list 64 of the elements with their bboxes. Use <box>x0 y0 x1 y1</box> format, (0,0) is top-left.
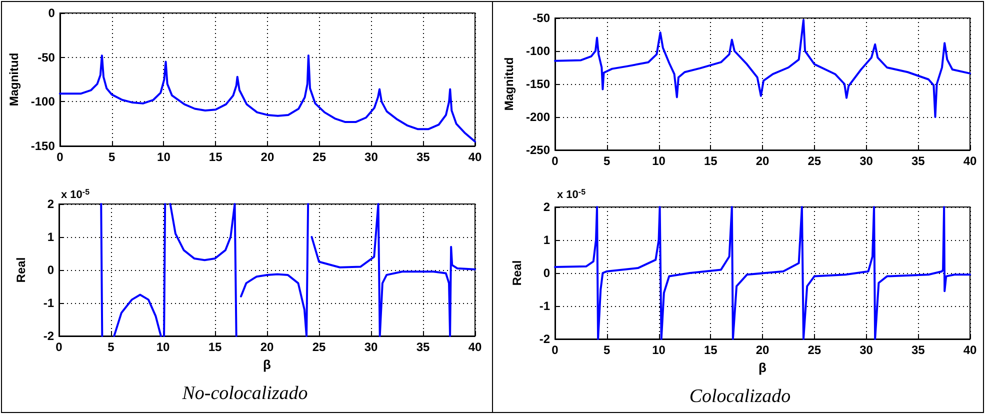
x-tick-label: 35 <box>911 154 926 168</box>
x-tick-label: 5 <box>108 340 115 354</box>
y-tick-label: -150 <box>30 139 56 153</box>
x-tick-label: 10 <box>652 154 666 168</box>
y-tick-label: 0 <box>48 6 56 20</box>
x-tick-label: 30 <box>364 340 378 354</box>
x-tick-label: 15 <box>208 150 223 164</box>
x-tick-label: 30 <box>860 154 874 168</box>
x-tick-label: 15 <box>208 340 222 354</box>
x-tick-label: 25 <box>808 154 822 168</box>
x-tick-label: 20 <box>260 340 274 354</box>
y-tick-label: -50 <box>38 50 56 64</box>
x-tick-label: 0 <box>552 154 559 168</box>
text: No-colocalizado <box>181 383 308 404</box>
y-axis-title: Real <box>14 257 28 283</box>
x-tick-label: 35 <box>416 150 430 164</box>
x-tick-label: 10 <box>156 340 170 354</box>
x-tick-label: 5 <box>604 343 611 357</box>
x-tick-label: 15 <box>704 154 718 168</box>
y-tick-label: 1 <box>47 230 54 244</box>
x-tick-label: 10 <box>157 150 171 164</box>
y-tick-label: -200 <box>526 110 550 124</box>
x-tick-label: 5 <box>604 154 611 168</box>
x-axis-title: β <box>263 357 272 372</box>
x-tick-label: 0 <box>56 150 64 164</box>
x-tick-label: 5 <box>108 150 116 164</box>
x-tick-label: 30 <box>364 150 378 164</box>
y-tick-label: -2 <box>43 329 54 343</box>
x-tick-label: 20 <box>756 343 770 357</box>
x-tick-label: 25 <box>808 343 822 357</box>
x-tick-label: 30 <box>860 343 874 357</box>
line-series <box>58 54 476 143</box>
y-tick-label: -1 <box>43 296 54 310</box>
x-tick-label: 0 <box>552 343 559 357</box>
x-tick-label: 35 <box>416 340 430 354</box>
y-tick-label: 1 <box>543 233 550 247</box>
y-tick-label: -50 <box>532 11 550 25</box>
x-axis-title: β <box>758 360 767 375</box>
y-tick-label: 0 <box>543 266 550 280</box>
x-tick-label: 40 <box>963 343 977 357</box>
y-tick-label: -150 <box>526 77 550 91</box>
y-tick-label: 2 <box>47 197 54 211</box>
x-tick-label: 20 <box>260 150 274 164</box>
y-tick-label: -2 <box>539 332 550 346</box>
x-tick-label: 40 <box>468 340 482 354</box>
y-tick-label: -250 <box>526 143 550 157</box>
x-tick-label: 35 <box>911 343 926 357</box>
line-series <box>554 206 971 340</box>
x-tick-label: 40 <box>963 154 977 168</box>
y-axis-title: Magnitud <box>7 52 21 106</box>
y-axis-title: Real <box>510 260 524 286</box>
x-tick-label: 20 <box>756 154 770 168</box>
y-axis-title: Magnitud <box>502 57 516 111</box>
x-tick-label: 10 <box>652 343 666 357</box>
text: Colocalizado <box>689 386 791 407</box>
y-tick-label: -100 <box>30 94 56 109</box>
x-tick-label: 25 <box>312 340 326 354</box>
y-tick-label: -100 <box>526 44 550 58</box>
y-tick-label: 2 <box>543 200 550 214</box>
y-tick-label: 0 <box>47 263 54 277</box>
x-tick-label: 40 <box>468 150 482 164</box>
x-tick-label: 15 <box>704 343 718 357</box>
y-tick-label: -1 <box>539 299 550 313</box>
x-tick-label: 25 <box>312 150 326 164</box>
